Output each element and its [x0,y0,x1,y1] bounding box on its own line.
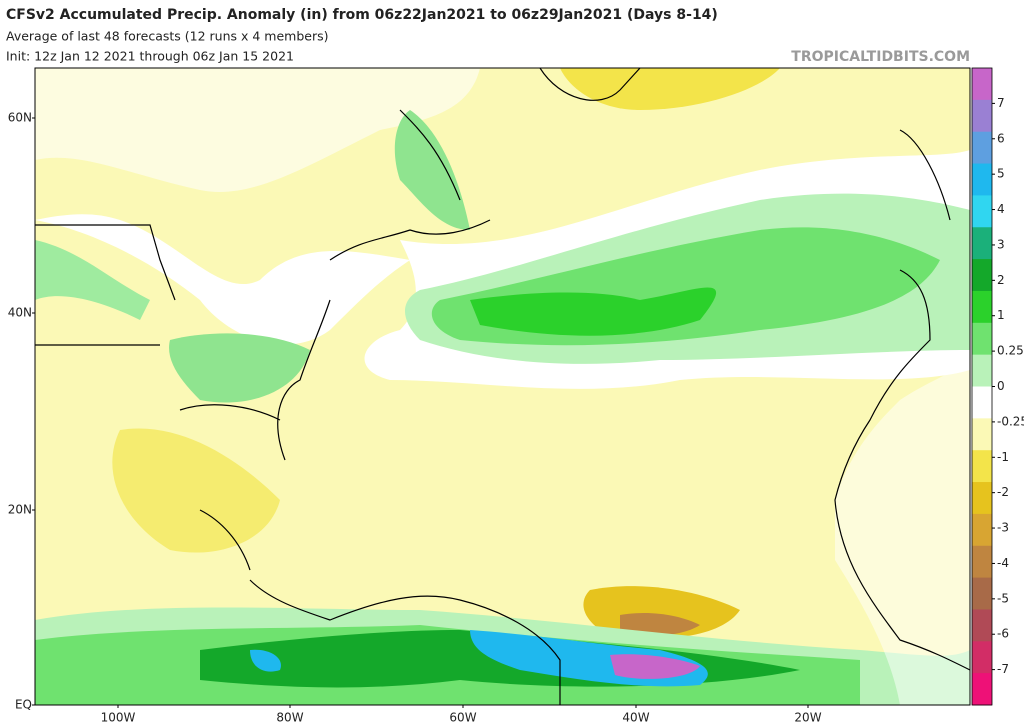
colorbar-label: -2 [997,485,1009,499]
colorbar-label: 1 [997,308,1005,322]
colorbar-label: 0 [997,379,1005,393]
field [560,68,780,110]
field [394,110,470,230]
field [620,613,700,636]
field [35,214,410,345]
coastlines [35,68,970,705]
colorbar-label: -7 [997,662,1009,676]
colorbar-swatch [972,418,992,451]
colorbar-swatch [972,163,992,196]
colorbar-swatch [972,545,992,579]
init-line: Init: 12z Jan 12 2021 through 06z Jan 15… [6,49,294,64]
field [169,333,310,403]
colorbar-swatch [972,290,992,324]
colorbar-label: 2 [997,273,1005,287]
lon-label: 40W [622,711,649,725]
colorbar-label: -0.25 [997,414,1024,428]
colorbar-swatch [972,513,992,547]
colorbar-label: 3 [997,237,1005,251]
colorbar-label: 5 [997,167,1005,181]
colorbar-swatch [972,450,992,483]
colorbar-label: -3 [997,521,1009,535]
colorbar-label: -4 [997,556,1009,570]
lat-label: 20N [8,503,32,517]
colorbar-swatch [972,195,992,228]
lon-label: 60W [449,711,476,725]
colorbar-swatch [972,609,992,642]
lat-label: 40N [8,306,32,320]
subtitle: Average of last 48 forecasts (12 runs x … [6,29,328,44]
colorbar-swatch [972,673,992,706]
lat-label: 60N [8,111,32,125]
title: CFSv2 Accumulated Precip. Anomaly (in) f… [6,7,718,23]
colorbar-label: 6 [997,131,1005,145]
field [250,649,281,672]
lon-label: 80W [276,711,303,725]
colorbar-swatch [972,577,992,610]
colorbar-swatch [972,227,992,260]
colorbar-swatch [972,482,992,515]
colorbar-swatch [972,68,992,101]
colorbar-swatch [972,131,992,165]
colorbar-label: -6 [997,627,1009,641]
field [470,287,717,336]
colorbar-swatch [972,322,992,356]
field [835,360,970,705]
field [35,240,150,320]
lon-label: 100W [101,711,136,725]
colorbar-label: 7 [997,96,1005,110]
colorbar-label: -5 [997,591,1009,605]
colorbar-swatch [972,641,992,674]
colorbar-label: 4 [997,202,1005,216]
colorbar-label: -1 [997,450,1009,464]
watermark: TROPICALTIDBITS.COM [791,49,970,65]
field [35,68,480,192]
field [610,654,700,679]
colorbar-swatch [972,99,992,133]
lon-label: 20W [794,711,821,725]
colorbar-swatch [972,386,992,419]
colorbar-label: 0.25 [997,344,1024,358]
field [112,428,280,553]
map [35,68,970,705]
map-frame [34,67,971,706]
lat-label: EQ [15,698,32,712]
colorbar-swatch [972,259,992,292]
colorbar-swatch [972,354,992,387]
